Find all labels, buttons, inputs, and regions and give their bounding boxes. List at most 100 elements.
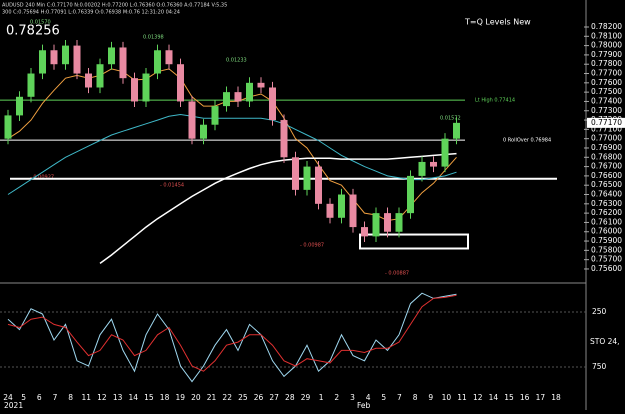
x-tick-label: 16 [520, 393, 530, 402]
x-tick-label: 6 [37, 393, 42, 402]
x-tick-label: 25 [238, 393, 248, 402]
candle-body [27, 73, 35, 97]
candle-body [96, 64, 104, 88]
x-tick-label: 8 [413, 393, 418, 402]
candle-body [154, 50, 161, 74]
y-tick-label: 0.75600 [591, 264, 622, 273]
candle-body [257, 82, 265, 88]
x-tick-label: 5 [381, 393, 386, 402]
annotation: 0.01233 [226, 58, 247, 64]
x-tick-label: 17 [536, 393, 546, 402]
y-tick-label: 0.75700 [591, 255, 622, 264]
candle-body [234, 92, 242, 102]
x-tick-label: 15 [144, 393, 154, 402]
stoch-line [7, 294, 457, 372]
y-tick-label: 0.76700 [591, 162, 622, 171]
annotation: 0.01572 [440, 116, 461, 122]
stoch-name: STO 24, [590, 337, 620, 346]
x-tick-label: 20 [191, 393, 201, 402]
candle-body [16, 96, 23, 116]
y-tick-label: 0.77500 [591, 87, 622, 96]
big-price: 0.78256 [6, 24, 60, 39]
y-tick-label: 0.76300 [591, 199, 622, 208]
x-tick-label: 12 [473, 393, 483, 402]
candle-body [269, 87, 276, 121]
candle-body [142, 73, 150, 102]
candle-body [50, 50, 58, 65]
x-tick-label: 11 [457, 393, 467, 402]
x-tick-label: 18 [551, 393, 561, 402]
chart-title: T=Q Levels New [464, 18, 531, 27]
x-tick-label: 18 [160, 393, 170, 402]
x-tick-label: 10 [442, 393, 452, 402]
y-tick-label: 0.77100 [591, 124, 622, 133]
candle-body [280, 120, 288, 158]
y-tick-label: 0.76200 [591, 208, 622, 217]
y-tick-label: 0.76500 [591, 180, 622, 189]
y-tick-label: 0.76800 [591, 152, 622, 161]
candle-body [338, 194, 345, 218]
x-tick-label: 8 [68, 393, 73, 402]
x-tick-label: 14 [128, 393, 138, 402]
y-tick-label: 0.77400 [591, 96, 622, 105]
candle-body [441, 138, 449, 167]
candle-body [303, 166, 311, 190]
annotation: - 0.00887 [385, 271, 409, 277]
x-tick-label: 5 [21, 393, 26, 402]
x-tick-label: 27 [269, 393, 279, 402]
x-tick-label: 26 [254, 393, 264, 402]
x-tick-label: 21 [207, 393, 217, 402]
annotation: 0.01398 [143, 35, 164, 41]
candle-body [418, 161, 426, 176]
candle-body [430, 161, 437, 167]
y-tick-label: 0.75900 [591, 236, 622, 245]
y-tick-label: 0.75800 [591, 245, 622, 254]
candle-body [384, 213, 391, 232]
y-tick-label: 0.78100 [591, 31, 622, 40]
y-tick-label: 0.77600 [591, 78, 622, 87]
candle-body [372, 213, 380, 237]
x-tick-label: 14 [489, 393, 499, 402]
x-tick-label: 2 [334, 393, 339, 402]
candle-body [188, 101, 196, 139]
x-tick-label: 15 [504, 393, 514, 402]
x-tick-label: 22 [222, 393, 232, 402]
moving-average [7, 113, 457, 195]
year-label: 2021 [4, 401, 23, 410]
y-tick-label: 0.76600 [591, 171, 622, 180]
stoch-line [7, 292, 457, 383]
candle-body [131, 78, 138, 102]
x-tick-label: 29 [301, 393, 311, 402]
candle-body [211, 106, 219, 125]
candle-body [165, 50, 173, 65]
y-tick-label: 0.76900 [591, 143, 622, 152]
x-tick-label: 7 [53, 393, 58, 402]
level-label: Lt High 0.77414 [475, 98, 515, 104]
candle-body [361, 227, 368, 237]
candle-body [39, 50, 46, 74]
y-tick-label: 0.77800 [591, 59, 622, 68]
candle-body [395, 213, 403, 232]
y-tick-label: 0.77000 [591, 134, 622, 143]
candle-body [349, 194, 357, 228]
x-tick-label: 11 [82, 393, 92, 402]
candle-body [85, 73, 92, 88]
x-tick-label: 3 [350, 393, 355, 402]
x-tick-label: 7 [397, 393, 402, 402]
x-tick-label: 12 [97, 393, 107, 402]
y-tick-label: 0.78200 [591, 22, 622, 31]
stoch-level-label: 250 [592, 307, 607, 316]
subheader: 300 C:0.75694 H:0.77091 L:0.76339 O:0.76… [2, 10, 180, 16]
x-tick-label: 28 [285, 393, 295, 402]
x-tick-label: 4 [366, 393, 371, 402]
stoch-level-label: 750 [592, 362, 607, 371]
y-tick-label: 0.76000 [591, 227, 622, 236]
x-tick-label: 1 [319, 393, 324, 402]
x-tick-label: 13 [113, 393, 123, 402]
candle-body [453, 122, 460, 139]
range-box [359, 233, 469, 250]
last-price-box [587, 117, 625, 128]
y-tick-label: 0.77700 [591, 69, 622, 78]
